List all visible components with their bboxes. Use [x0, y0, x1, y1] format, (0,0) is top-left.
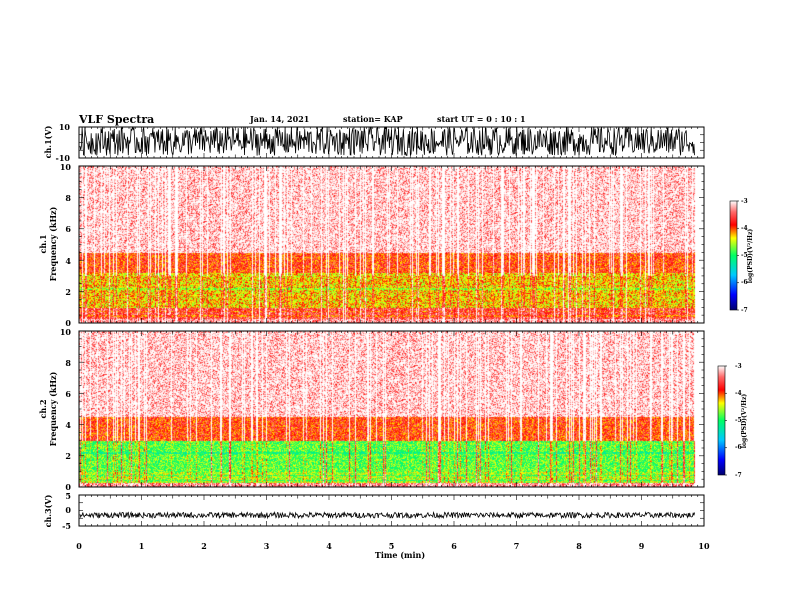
ch3-waveform-ylabel: ch.3(V)	[43, 494, 53, 527]
ch1-freq-tick-4: 4	[65, 256, 71, 266]
time-tick-3: 3	[264, 541, 270, 551]
ch1-freq-tick-2: 2	[65, 287, 71, 297]
ch2-colorbar-label: log(PSD)(V²/Hz)	[741, 394, 748, 449]
time-tick-1: 1	[139, 541, 145, 551]
date-label: Jan. 14, 2021	[249, 114, 309, 124]
ch2-freq-tick-4: 4	[65, 420, 71, 430]
time-tick-7: 7	[514, 541, 520, 551]
time-axis-ticklabels: 0 1 2 3 4 5 6 7 8 9 10	[76, 541, 710, 551]
ch1-freq-tick-6: 6	[65, 224, 71, 234]
ch1-freq-ticklabels: 0 2 4 6 8 10	[60, 162, 72, 328]
ch1-colorbar: -3 -4 -5 -6 -7 log(PSD)(V²/Hz)	[729, 198, 754, 314]
ch1-colorbar-tick-m4: -4	[741, 225, 748, 232]
ch2-spectrogram-image	[79, 331, 704, 487]
ch1-waveform-panel: 10 -10 ch.1(V)	[43, 122, 705, 163]
station-label: station= KAP	[343, 114, 403, 124]
time-tick-10: 10	[698, 541, 710, 551]
ch2-freq-ticklabels: 0 2 4 6 8 10	[60, 327, 72, 492]
ch2-colorbar-tick-m7: -7	[735, 472, 742, 479]
ch1-ytick-top: 10	[59, 122, 71, 132]
ch2-colorbar-tick-m5: -5	[735, 417, 742, 424]
time-axis-label: Time (min)	[375, 550, 425, 560]
ch1-colorbar-tick-m5: -5	[741, 252, 748, 259]
ch3-ytick-m5: -5	[62, 521, 71, 531]
figure-title: VLF Spectra	[78, 113, 154, 126]
ch1-waveform-ylabel: ch.1(V)	[43, 125, 53, 158]
ch3-ytick-5: 5	[65, 491, 71, 501]
time-tick-4: 4	[326, 541, 332, 551]
ch2-freq-tick-10: 10	[60, 327, 72, 337]
ch1-spectrogram-channel-label: ch.1	[38, 234, 48, 253]
time-tick-5: 5	[389, 541, 395, 551]
ch1-freq-tick-0: 0	[65, 318, 71, 328]
time-tick-6: 6	[451, 541, 457, 551]
ch3-waveform-trace	[79, 510, 695, 520]
ch2-colorbar: -3 -4 -5 -6 -7 log(PSD)(V²/Hz)	[717, 363, 748, 479]
ch2-colorbar-gradient	[717, 365, 726, 476]
ch3-waveform-panel: 5 0 -5 ch.3(V) 0 1 2 3 4 5 6 7 8 9 10 Ti…	[43, 491, 710, 560]
ch1-spectrogram-panel: 0 2 4 6 8 10 ch.1 Frequency (kHz) -3 -4 …	[38, 162, 754, 328]
ch1-spectrogram-ylabel: Frequency (kHz)	[48, 206, 58, 281]
ch2-spectrogram-panel: 0 2 4 6 8 10 ch.2 Frequency (kHz) -3 -4 …	[38, 327, 748, 492]
ch2-colorbar-tick-m6: -6	[735, 444, 742, 451]
ch1-colorbar-tick-m6: -6	[741, 279, 748, 286]
ch1-colorbar-tick-m7: -7	[741, 307, 748, 314]
time-tick-0: 0	[76, 541, 82, 551]
ch2-colorbar-tick-m3: -3	[735, 363, 742, 370]
ch2-spectrogram-channel-label: ch.2	[38, 399, 48, 418]
ch1-waveform-trace	[79, 126, 695, 157]
ch2-freq-tick-2: 2	[65, 451, 71, 461]
ch1-colorbar-tick-m3: -3	[741, 198, 748, 205]
ch2-freq-tick-8: 8	[65, 358, 71, 368]
ch1-colorbar-gradient	[729, 200, 738, 311]
axis-tick-marks	[78, 126, 739, 527]
ch1-ytick-bottom: -10	[56, 153, 71, 163]
time-tick-2: 2	[201, 541, 207, 551]
ch3-ytick-0: 0	[65, 505, 71, 515]
ch2-freq-tick-0: 0	[65, 482, 71, 492]
time-tick-9: 9	[639, 541, 645, 551]
ch1-spectrogram-image	[79, 166, 704, 323]
ch1-colorbar-label: log(PSD)(V²/Hz)	[747, 229, 754, 284]
ch2-freq-tick-6: 6	[65, 389, 71, 399]
ch1-freq-tick-10: 10	[60, 162, 72, 172]
ch1-freq-tick-8: 8	[65, 193, 71, 203]
waveform-line	[79, 510, 695, 520]
time-tick-8: 8	[576, 541, 582, 551]
ch2-spectrogram-ylabel: Frequency (kHz)	[48, 371, 58, 446]
ch2-colorbar-tick-m4: -4	[735, 390, 742, 397]
start-time-label: start UT = 0 : 10 : 1	[437, 114, 526, 124]
waveform-line	[79, 126, 695, 157]
